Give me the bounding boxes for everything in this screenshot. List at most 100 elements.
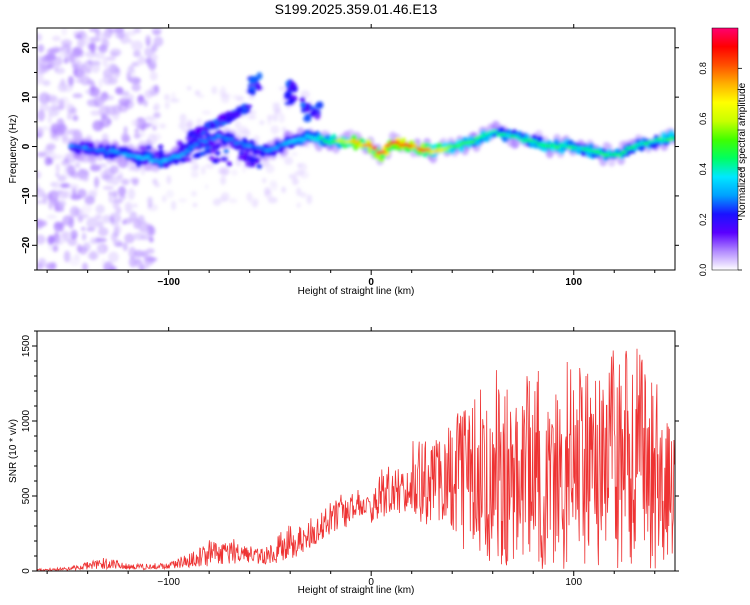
- spectrogram-blob: [57, 175, 67, 182]
- colorbar-label: Normalized spectral amplitude: [737, 82, 748, 217]
- spectrogram-blob: [37, 187, 45, 198]
- spectrogram-blob: [311, 107, 318, 116]
- spectrogram-blob: [54, 206, 60, 212]
- spectrogram-blob: [670, 136, 675, 141]
- spectrogram-blob: [235, 158, 242, 167]
- spectrogram-blob: [105, 56, 117, 61]
- spectrogram-blob: [299, 102, 306, 108]
- spectrogram-blob: [157, 144, 164, 150]
- spectrogram-blob: [518, 138, 525, 142]
- spectrogram-blob: [190, 170, 199, 178]
- spectrogram-blob: [201, 110, 211, 115]
- spectrogram-blob: [118, 195, 127, 200]
- spectrogram-blob: [98, 44, 108, 54]
- spectrogram-blob: [73, 30, 81, 38]
- spectrogram-blob: [296, 202, 301, 209]
- spectrogram-blob: [37, 133, 42, 138]
- spectrogram-blob: [203, 127, 209, 132]
- spectrogram-y-tick-label: 20: [21, 42, 32, 54]
- spectrogram-blob: [331, 139, 338, 144]
- spectrogram-blob: [58, 98, 65, 107]
- spectrogram-blob: [194, 152, 201, 158]
- spectrogram-blob: [389, 140, 396, 145]
- spectrogram-blob: [211, 137, 217, 141]
- spectrogram-blob: [60, 232, 68, 239]
- spectrogram-blob: [554, 145, 561, 150]
- spectrogram-blob: [78, 66, 89, 77]
- spectrogram-blob: [438, 148, 445, 152]
- spectrogram-blob: [116, 207, 122, 214]
- spectrogram-blob: [37, 219, 48, 227]
- spectrogram-blob: [118, 171, 124, 183]
- spectrogram-blob: [98, 78, 103, 89]
- spectrogram-blob: [264, 189, 273, 199]
- spectrogram-blob: [647, 139, 654, 144]
- spectrogram-blob: [108, 148, 115, 153]
- spectrogram-blob: [295, 137, 302, 142]
- spectrogram-blob: [237, 155, 246, 161]
- spectrogram-blob: [113, 149, 119, 154]
- spectrogram-blob: [72, 46, 81, 59]
- spectrogram-blob: [170, 200, 177, 211]
- spectrogram-blob: [284, 90, 293, 99]
- spectrogram-blob: [125, 203, 133, 215]
- spectrogram-blob: [402, 142, 409, 147]
- spectrogram-blob: [178, 197, 188, 203]
- spectrogram-blob: [118, 97, 131, 107]
- spectrogram-blob: [52, 35, 61, 42]
- spectrogram-blob: [55, 163, 60, 174]
- spectrogram-blob: [621, 150, 627, 154]
- spectrogram-blob: [244, 161, 250, 167]
- spectrogram-blob: [37, 151, 47, 158]
- spectrogram-blob: [540, 143, 547, 148]
- spectrogram-blob: [86, 148, 93, 152]
- spectrogram-blob: [81, 203, 93, 214]
- spectrogram-blob: [86, 79, 95, 85]
- snr-x-ticks: −100 0 100: [46, 327, 656, 588]
- spectrogram-blob: [129, 76, 141, 84]
- spectrogram-blob: [42, 193, 48, 205]
- spectrogram-blob: [102, 185, 115, 190]
- spectrogram-blob: [96, 244, 103, 256]
- spectrogram-blob: [81, 145, 88, 150]
- spectrogram-blob: [384, 143, 391, 148]
- spectrogram-blob: [130, 154, 137, 158]
- spectrogram-blob: [89, 164, 101, 172]
- spectrogram-blob: [196, 117, 203, 128]
- spectrogram-blob: [179, 113, 187, 124]
- spectrogram-blob: [141, 250, 149, 258]
- spectrogram-blob: [104, 151, 111, 155]
- spectrogram-blob: [98, 105, 110, 117]
- spectrogram-blob: [362, 143, 369, 148]
- spectrogram-blob: [304, 134, 311, 139]
- spectrogram-blob: [643, 141, 650, 146]
- spectrogram-blob: [107, 119, 112, 125]
- spectrogram-blob: [230, 169, 238, 177]
- spectrogram-x-tick-label: 0: [368, 277, 374, 288]
- spectrogram-blob: [143, 99, 148, 107]
- spectrogram-blob: [228, 197, 238, 204]
- spectrogram-blob: [74, 253, 81, 261]
- spectrogram-blob: [371, 146, 378, 151]
- spectrogram-blob: [90, 61, 101, 74]
- spectrogram-blob: [272, 113, 278, 122]
- spectrogram-blob: [340, 139, 347, 143]
- spectrogram-blob: [237, 140, 244, 145]
- spectrogram-blob: [322, 139, 329, 144]
- spectrogram-blob: [126, 153, 133, 158]
- spectrogram-blob: [121, 178, 130, 186]
- spectrogram-blob: [94, 179, 100, 185]
- spectrogram-blob: [278, 86, 288, 91]
- spectrogram-blob: [108, 251, 119, 263]
- figure-title: S199.2025.359.01.46.E13: [275, 1, 438, 17]
- spectrogram-blob: [318, 136, 324, 140]
- spectrogram-blob: [135, 155, 142, 159]
- spectrogram-blob: [291, 138, 298, 143]
- spectrogram-blob: [205, 163, 215, 169]
- spectrogram-blob: [89, 250, 98, 261]
- spectrogram-blob: [152, 29, 161, 35]
- spectrogram-blob: [221, 92, 231, 98]
- spectrogram-blob: [37, 44, 45, 53]
- spectrogram-blob: [60, 39, 73, 47]
